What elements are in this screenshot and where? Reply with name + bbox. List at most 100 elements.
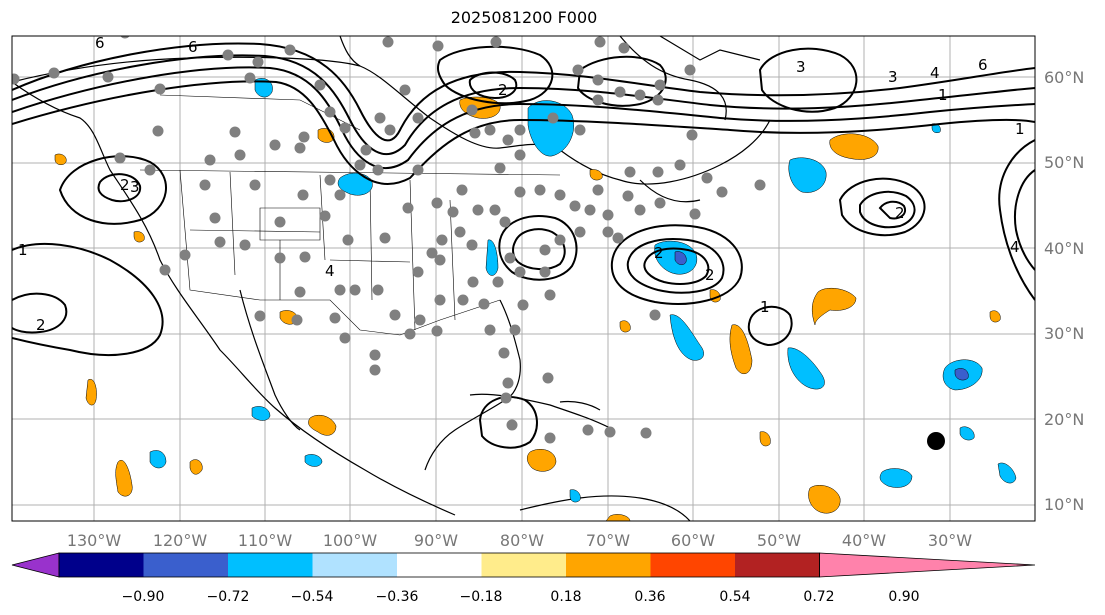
colorbar-extend-high — [819, 552, 1036, 578]
station-dot — [434, 294, 446, 306]
station-dot — [542, 372, 554, 384]
station-dot — [159, 264, 171, 276]
station-dot — [249, 179, 261, 191]
station-dot — [412, 164, 424, 176]
station-dot — [372, 164, 384, 176]
station-dot — [492, 276, 504, 288]
station-dot — [457, 294, 469, 306]
contour-label: 1 — [938, 86, 948, 104]
station-dot — [654, 197, 666, 209]
station-dot — [602, 209, 614, 221]
contour-label: 4 — [1010, 238, 1020, 256]
station-dot — [291, 314, 303, 326]
station-dot — [484, 124, 496, 136]
station-dot — [490, 36, 502, 48]
colorbar-segment — [312, 553, 397, 577]
station-dot — [484, 324, 496, 336]
station-dot — [114, 152, 126, 164]
station-dot — [239, 239, 251, 251]
station-dot — [431, 197, 443, 209]
station-dot — [152, 125, 164, 137]
station-dot — [432, 40, 444, 52]
station-dot — [674, 159, 686, 171]
station-dot — [498, 347, 510, 359]
station-dot — [594, 36, 606, 48]
colorbar-tick-label: −0.54 — [291, 589, 334, 605]
colorbar-extend-low — [11, 552, 60, 578]
station-dot — [324, 174, 336, 186]
station-dot — [48, 67, 60, 79]
station-dot — [489, 204, 501, 216]
station-dot — [716, 186, 728, 198]
colorbar-tick-label: 0.90 — [888, 589, 919, 605]
station-dot — [382, 36, 394, 48]
station-dot — [120, 36, 130, 39]
station-dot — [12, 73, 20, 85]
station-dot — [584, 204, 596, 216]
station-dot — [684, 64, 696, 76]
station-dot — [214, 236, 226, 248]
station-dot — [544, 432, 556, 444]
contour-label: 6 — [978, 56, 988, 74]
lon-label: 50°W — [757, 531, 801, 550]
station-dot — [569, 200, 581, 212]
latitude-labels: 60°N 50°N 40°N 30°N 20°N 10°N — [1044, 68, 1084, 514]
station-dot — [431, 325, 443, 337]
station-dot — [500, 392, 512, 404]
contour-label: 4 — [930, 64, 940, 82]
colorbar-segment — [228, 553, 313, 577]
station-dot — [504, 252, 516, 264]
station-dot — [389, 309, 401, 321]
station-dot — [144, 164, 156, 176]
station-dot — [652, 94, 664, 106]
map-frame — [11, 35, 1036, 522]
station-dot — [618, 42, 630, 54]
station-dot — [329, 312, 341, 324]
station-dot — [472, 204, 484, 216]
station-dot — [297, 189, 309, 201]
station-dot — [572, 64, 584, 76]
station-dot — [478, 298, 490, 310]
station-dot — [622, 190, 634, 202]
colorbar-segment — [481, 553, 566, 577]
colorbar-tick-label: −0.90 — [122, 589, 165, 605]
station-dot — [274, 216, 286, 228]
station-dot — [624, 166, 636, 178]
contour-label: 6 — [188, 38, 198, 56]
station-dot — [229, 126, 241, 138]
lon-label: 110°W — [238, 531, 293, 550]
station-dot — [506, 419, 518, 431]
station-dot — [204, 154, 216, 166]
station-dot — [612, 232, 624, 244]
station-dot — [314, 79, 326, 91]
lat-label: 50°N — [1044, 153, 1084, 172]
station-dot — [426, 247, 438, 259]
station-dot — [274, 252, 286, 264]
station-dot — [649, 309, 661, 321]
colorbar — [11, 552, 1036, 578]
station-dot — [554, 189, 566, 201]
station-dot — [502, 134, 514, 146]
station-dot — [502, 377, 514, 389]
station-dot — [294, 286, 306, 298]
station-dot — [509, 324, 521, 336]
station-dot — [360, 144, 372, 156]
contour-label-group: 6 2 1 4 3 2 6 1 2 3 4 2 1 2 2 4 6 3 1 — [18, 36, 1025, 334]
station-dot — [199, 179, 211, 191]
station-dot — [412, 112, 424, 124]
map-title: 2025081200 F000 — [450, 8, 598, 27]
contour-label: 1 — [18, 241, 28, 259]
lat-label: 10°N — [1044, 495, 1084, 514]
station-dot — [252, 56, 264, 68]
station-dot — [319, 210, 331, 222]
lon-label: 60°W — [671, 531, 715, 550]
contour-label: 4 — [325, 262, 335, 280]
station-dot — [349, 284, 361, 296]
station-dot — [640, 427, 652, 439]
colorbar-segment — [143, 553, 228, 577]
contour-label: 1 — [760, 298, 770, 316]
station-dot — [334, 189, 346, 201]
station-markers — [12, 36, 766, 444]
station-dot — [514, 149, 526, 161]
